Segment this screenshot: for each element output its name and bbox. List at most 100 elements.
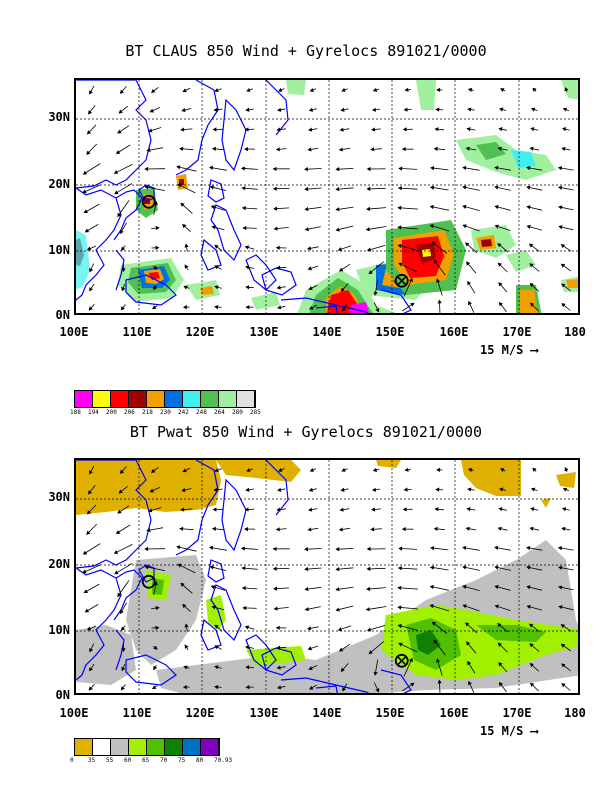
wind-vector-head (340, 487, 345, 492)
wind-vector-head (276, 685, 282, 690)
wind-vector-head (558, 205, 563, 210)
wind-vector-head (529, 263, 534, 268)
wind-vector-head (494, 585, 499, 590)
wind-vector-head (209, 565, 214, 570)
y-tick-30n: 30N (48, 490, 70, 504)
wind-vector-head (240, 546, 245, 551)
wind-vector (117, 580, 130, 597)
wind-vector-head (277, 107, 282, 112)
wind-vector-head (273, 586, 278, 591)
wind-vector-head (434, 127, 439, 132)
gyre-marker (141, 194, 156, 209)
panel-1-title: BT CLAUS 850 Wind + Gyrelocs 891021/0000 (125, 42, 487, 60)
wind-vector-head (241, 585, 246, 591)
wind-vector-head (561, 283, 566, 288)
gyre-marker-cross (397, 276, 407, 286)
wind-vector-head (528, 243, 534, 248)
wind-vector-head (149, 488, 154, 493)
wind-vector-head (146, 147, 151, 153)
wind-vector-head (397, 186, 402, 191)
wind-vector-head (462, 204, 467, 209)
wind-vector-head (338, 147, 343, 152)
wind-vector-head (153, 665, 158, 671)
wind-vector-head (84, 228, 90, 233)
wind-vector-head (431, 241, 437, 246)
wind-vector-head (113, 550, 119, 554)
wind-vector-head (366, 627, 372, 632)
wind-vector-head (276, 285, 281, 290)
wind-vector (83, 163, 101, 175)
wind-vector-head (308, 507, 313, 512)
wind-vector-head (398, 166, 403, 171)
wind-vector-head (208, 545, 214, 551)
wind-vector (367, 625, 386, 631)
wind-vector-head (87, 110, 92, 115)
wind-vector-head (342, 687, 347, 692)
panel-2-title: BT Pwat 850 Wind + Gyrelocs 891021/0000 (129, 423, 483, 441)
wind-vector-head (148, 508, 153, 513)
wind-vector-head (88, 306, 93, 311)
wind-vector-head (151, 88, 156, 94)
wind-vector-head (82, 569, 87, 574)
gyre-marker (141, 574, 156, 589)
wind-vector-head (435, 487, 440, 492)
wind-vector-head (494, 545, 499, 551)
colorbar-label: 75 (178, 757, 186, 764)
wind-vector-head (244, 527, 248, 532)
wind-vector-head (309, 685, 314, 690)
wind-vector-head (153, 645, 158, 650)
wind-vector-head (366, 206, 371, 212)
wind-vector-head (500, 468, 505, 472)
wind-vector-head (562, 507, 567, 512)
wind-vector-head (341, 87, 346, 92)
wind-vector-head (183, 285, 188, 290)
wind-vector-head (151, 685, 157, 690)
wind-vector-head (176, 545, 181, 550)
wind-vector-head (529, 526, 534, 531)
wind-vector-head (372, 467, 378, 472)
wind-vector-head (398, 546, 403, 551)
coastlines (76, 460, 412, 693)
wind-vector-head (528, 623, 534, 628)
wind-vector (83, 543, 101, 555)
wind-vector-head (184, 644, 189, 649)
wind-vector-head (436, 658, 441, 663)
wind-vector (366, 606, 387, 611)
wind-vector-head (176, 165, 181, 170)
wind-vector-head (561, 146, 566, 151)
map-canvas (76, 460, 578, 693)
wind-vector (398, 187, 418, 190)
wind-vector-head (561, 683, 566, 688)
wind-vector-head (272, 546, 277, 551)
wind-vector-head (212, 127, 217, 132)
colorbar-label: 55 (106, 757, 114, 764)
wind-vector-head (371, 107, 377, 112)
x-tick-120e: 120E (185, 325, 215, 339)
wind-vector-head (429, 185, 435, 190)
wind-vector-head (214, 304, 219, 310)
wind-vector-head (309, 305, 314, 310)
wind-vector-head (498, 127, 503, 132)
wind-vector-head (468, 680, 472, 686)
wind-vector-head (245, 107, 250, 112)
wind-vector-head (497, 146, 502, 151)
wind-vector-head (564, 467, 569, 472)
colorbar-swatch (75, 739, 93, 755)
colorbar-label: 35 (88, 757, 96, 764)
wind-vector-head (307, 147, 312, 152)
wind-vector-head (462, 565, 467, 570)
wind-vector (432, 241, 448, 254)
wind-vector-head (530, 682, 535, 687)
wind-vector-head (273, 206, 278, 211)
wind-vector-head (89, 647, 94, 653)
y-tick-0n: 0N (55, 308, 70, 322)
wind-vector-head (398, 642, 403, 647)
wind-vector (398, 262, 418, 273)
wind-vector-head (562, 487, 568, 492)
wind-vector-head (529, 282, 534, 288)
wind-vector-head (561, 663, 566, 668)
wind-vector-head (429, 565, 435, 570)
wind-vector-head (435, 107, 440, 112)
wind-vector-head (276, 127, 281, 132)
wind-vector-head (179, 526, 184, 531)
